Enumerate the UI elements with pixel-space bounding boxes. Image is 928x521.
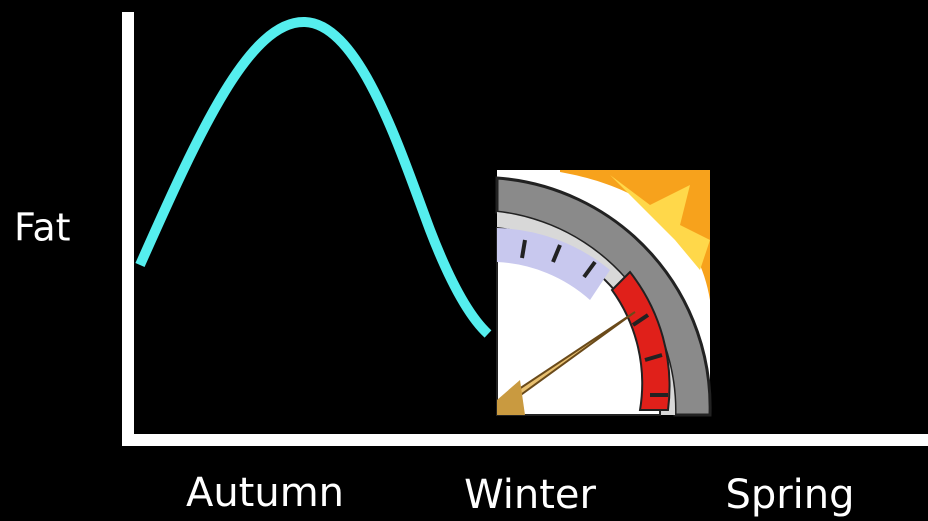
gauge-needle-base [497,380,525,415]
season-label: Autumn [186,470,344,516]
season-label: Spring [725,472,854,518]
season-label: Winter [464,472,596,518]
gauge-burst-highlight [610,175,710,270]
gauge-icon [495,170,712,417]
gauge-ticks [520,239,668,397]
axis-label: Fat [14,206,71,250]
gauge-red-zone [610,270,671,411]
fat-curve [135,16,492,338]
